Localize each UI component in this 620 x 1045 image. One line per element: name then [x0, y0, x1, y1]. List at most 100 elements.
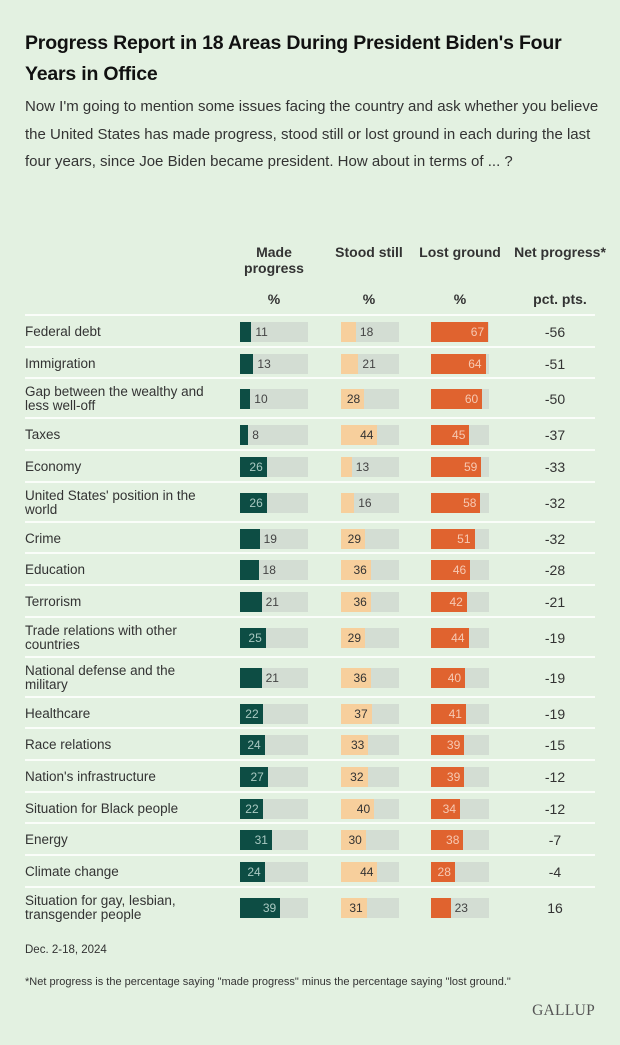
stood-still-value: 13 [355, 459, 370, 474]
stood-still-bar [341, 559, 371, 580]
made-progress-track: 24 [240, 734, 308, 755]
net-progress-value: -37 [544, 426, 566, 443]
made-progress-bar [240, 353, 254, 374]
made-progress-value: 31 [254, 832, 268, 847]
net-progress-value: -19 [544, 670, 566, 686]
row-divider [25, 656, 595, 658]
table-row: Economy 26 13 59 -33 [0, 451, 620, 482]
stood-still-track: 40 [341, 798, 399, 819]
stood-still-value: 37 [354, 706, 368, 721]
table-row: Energy 31 30 38 -7 [0, 824, 620, 855]
stood-still-value: 44 [360, 864, 374, 879]
made-progress-bar [240, 591, 262, 612]
lost-ground-value: 41 [448, 706, 462, 721]
column-header-net-progress: Net progress* [514, 244, 606, 260]
made-progress-track: 22 [240, 703, 308, 724]
row-divider [25, 346, 595, 348]
lost-ground-track: 39 [431, 766, 489, 787]
lost-ground-value: 64 [468, 356, 482, 371]
stood-still-value: 36 [353, 562, 367, 577]
row-divider [25, 552, 595, 554]
made-progress-value: 27 [250, 769, 264, 784]
table-row: Immigration 13 21 64 -51 [0, 348, 620, 379]
stood-still-bar [341, 798, 375, 819]
area-label: Climate change [25, 863, 119, 879]
stood-still-bar [341, 528, 366, 549]
made-progress-track: 25 [240, 628, 308, 648]
lost-ground-value: 59 [463, 459, 478, 474]
area-label: Economy [25, 458, 82, 474]
stood-still-bar [341, 424, 378, 445]
net-progress-value: -19 [544, 705, 566, 722]
lost-ground-value: 67 [470, 324, 485, 339]
row-divider [25, 377, 595, 379]
stood-still-value: 29 [347, 531, 362, 546]
area-label: Crime [25, 530, 61, 546]
lost-ground-track: 64 [431, 353, 489, 374]
row-divider [25, 481, 595, 483]
made-progress-track: 10 [240, 389, 308, 409]
row-divider [25, 616, 595, 618]
lost-ground-bar [431, 493, 481, 513]
table-row: United States' position in the world 26 16… [0, 483, 620, 523]
made-progress-bar [240, 668, 262, 688]
made-progress-track: 26 [240, 456, 308, 477]
stood-still-bar [341, 766, 368, 787]
lost-ground-track: 60 [431, 389, 489, 409]
stood-still-value: 28 [346, 392, 361, 406]
column-unit-lost-ground: % [453, 291, 467, 307]
lost-ground-bar [431, 798, 460, 819]
area-label: Terrorism [25, 593, 82, 609]
row-divider [25, 521, 595, 523]
area-label: Education [25, 561, 86, 577]
net-progress-value: -21 [544, 593, 566, 610]
footnote: *Net progress is the percentage saying "… [25, 976, 511, 988]
area-label: Immigration [25, 355, 96, 371]
made-progress-bar [240, 424, 249, 445]
area-label: Energy [25, 831, 68, 847]
stood-still-track: 28 [341, 389, 399, 409]
made-progress-bar [240, 829, 272, 850]
area-label: National defense and the military [25, 663, 176, 692]
made-progress-value: 22 [245, 801, 259, 816]
made-progress-value: 24 [247, 864, 261, 879]
stood-still-track: 44 [341, 424, 399, 445]
area-label: Race relations [25, 736, 112, 752]
stood-still-bar [341, 628, 366, 648]
made-progress-track: 22 [240, 798, 308, 819]
net-progress-value: -7 [548, 831, 562, 848]
stood-still-track: 13 [341, 456, 399, 477]
made-progress-track: 18 [240, 559, 308, 580]
made-progress-value: 24 [247, 737, 261, 752]
made-progress-bar [240, 798, 263, 819]
made-progress-bar [240, 559, 259, 580]
made-progress-value: 21 [265, 671, 279, 685]
net-progress-value: -51 [544, 355, 566, 372]
chart-title: Progress Report in 18 Areas During Presi… [25, 32, 562, 85]
row-divider [25, 886, 595, 888]
stood-still-track: 36 [341, 591, 399, 612]
lost-ground-value: 45 [452, 427, 466, 442]
made-progress-value: 26 [249, 496, 263, 510]
table-row: Climate change 24 44 28 -4 [0, 856, 620, 887]
area-label: Healthcare [25, 705, 91, 721]
lost-ground-track: 59 [431, 456, 489, 477]
stood-still-value: 29 [347, 631, 362, 645]
row-divider [25, 759, 595, 761]
stood-still-bar [341, 353, 359, 374]
lost-ground-track: 67 [431, 321, 489, 342]
table-row: Education 18 36 46 -28 [0, 554, 620, 585]
table-row: Healthcare 22 37 41 -19 [0, 698, 620, 729]
lost-ground-track: 45 [431, 424, 489, 445]
survey-date: Dec. 2-18, 2024 [25, 944, 107, 956]
made-progress-bar [240, 861, 265, 882]
column-header-made-progress: Made progress [244, 244, 304, 276]
lost-ground-bar [431, 321, 489, 342]
made-progress-track: 11 [240, 321, 308, 342]
made-progress-track: 21 [240, 668, 308, 688]
made-progress-value: 19 [263, 531, 277, 546]
gallup-logo: GALLUP [532, 1002, 595, 1019]
table-row: Race relations 24 33 39 -15 [0, 729, 620, 760]
stood-still-bar [341, 321, 356, 342]
lost-ground-track: 38 [431, 829, 489, 850]
